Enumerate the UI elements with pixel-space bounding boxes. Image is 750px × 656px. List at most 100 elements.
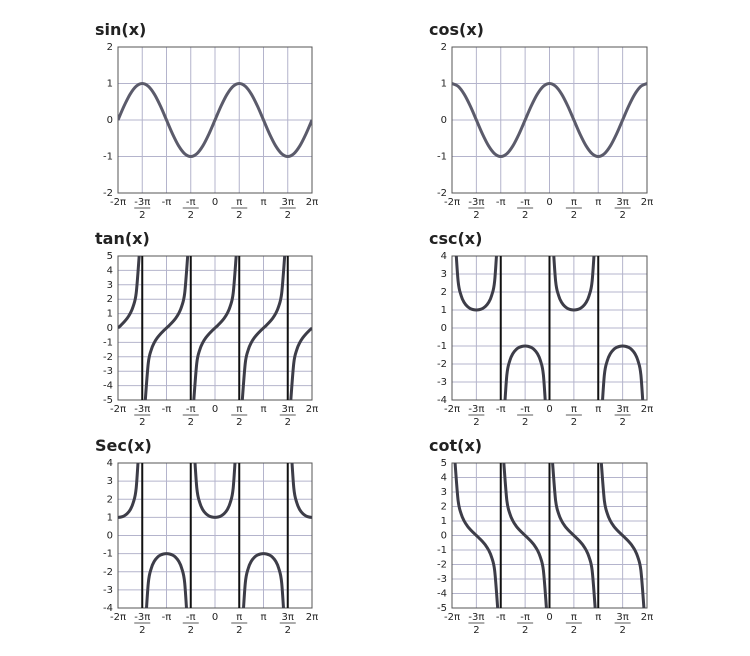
y-tick-label: -4	[437, 589, 447, 600]
y-tick-label: -2	[103, 352, 113, 363]
x-tick-label: 3π 2	[616, 404, 628, 428]
fraction-numerator: π	[571, 404, 577, 415]
y-tick-label: -1	[103, 337, 113, 348]
y-tick-label: -2	[437, 359, 447, 370]
y-tick-label: 5	[441, 458, 447, 469]
y-tick-label: 0	[441, 115, 447, 126]
x-tick-label: 2π	[306, 197, 318, 208]
fraction-denominator: 2	[139, 417, 145, 428]
x-tick-label: -3π 2	[134, 612, 150, 636]
fraction-denominator: 2	[473, 625, 479, 636]
x-tick-label: -2π	[444, 404, 460, 415]
x-tick-label: -π 2	[520, 197, 530, 221]
y-tick-label: 3	[107, 476, 113, 487]
fraction-numerator: π	[236, 404, 242, 415]
x-tick-label: -3π 2	[134, 404, 150, 428]
fraction-numerator: π	[571, 612, 577, 623]
x-tick-label: -2π	[444, 197, 460, 208]
fraction-denominator: 2	[619, 210, 625, 221]
fraction-numerator: π	[236, 197, 242, 208]
curve	[454, 256, 645, 400]
x-tick-label: 0	[212, 197, 218, 208]
fraction-denominator: 2	[522, 210, 528, 221]
x-tick-label: 0	[546, 404, 552, 415]
y-tick-label: -3	[437, 377, 447, 388]
y-tick-label: -4	[103, 603, 113, 614]
y-tick-label: -3	[103, 366, 113, 377]
x-tick-label: -2π	[110, 404, 126, 415]
y-tick-label: 0	[107, 115, 113, 126]
x-tick-label: -3π 2	[468, 612, 484, 636]
y-tick-label: -2	[103, 188, 113, 199]
fraction-numerator: -π	[186, 612, 196, 623]
x-tick-label: -π	[496, 612, 506, 623]
x-tick-label: -π 2	[520, 612, 530, 636]
fraction-denominator: 2	[522, 417, 528, 428]
curve	[118, 81, 312, 159]
y-tick-label: 1	[107, 309, 113, 320]
x-tick-label: 2π	[641, 404, 653, 415]
fraction-denominator: 2	[188, 210, 194, 221]
fraction-numerator: -3π	[468, 404, 484, 415]
x-tick-label: 0	[212, 404, 218, 415]
x-tick-label: 0	[546, 612, 552, 623]
x-tick-label: 2π	[306, 612, 318, 623]
y-tick-label: -1	[437, 152, 447, 163]
plot-frame	[451, 46, 648, 194]
chart-title: csc(x)	[429, 229, 482, 248]
fraction-denominator: 2	[236, 210, 242, 221]
fraction-numerator: 3π	[616, 612, 628, 623]
y-tick-label: 1	[441, 305, 447, 316]
y-tick-label: 2	[107, 494, 113, 505]
y-tick-label: -1	[437, 545, 447, 556]
x-tick-label: 3π 2	[616, 197, 628, 221]
fraction-numerator: 3π	[282, 612, 294, 623]
y-tick-label: 4	[441, 473, 447, 484]
y-tick-label: -2	[437, 560, 447, 571]
fraction-denominator: 2	[139, 210, 145, 221]
y-tick-label: -1	[103, 152, 113, 163]
x-tick-label: -π 2	[520, 404, 530, 428]
fraction-numerator: -3π	[134, 197, 150, 208]
fraction-numerator: -π	[520, 404, 530, 415]
chart-title: tan(x)	[95, 229, 150, 248]
x-tick-label: π	[260, 612, 266, 623]
fraction-denominator: 2	[619, 625, 625, 636]
y-tick-label: -1	[103, 549, 113, 560]
y-tick-label: 2	[107, 42, 113, 53]
fraction-numerator: -π	[186, 404, 196, 415]
x-tick-label: -2π	[444, 612, 460, 623]
x-tick-label: -2π	[110, 612, 126, 623]
y-tick-label: -3	[103, 585, 113, 596]
y-tick-label: 3	[107, 280, 113, 291]
y-tick-label: 0	[107, 323, 113, 334]
curve	[118, 463, 312, 608]
y-tick-label: 3	[441, 269, 447, 280]
fraction-numerator: -3π	[468, 612, 484, 623]
x-tick-label: -π	[496, 197, 506, 208]
fraction-denominator: 2	[619, 417, 625, 428]
x-tick-label: -3π 2	[468, 404, 484, 428]
x-tick-label: -π	[496, 404, 506, 415]
x-tick-label: π	[260, 197, 266, 208]
fraction-numerator: π	[571, 197, 577, 208]
fraction-denominator: 2	[139, 625, 145, 636]
y-tick-label: 0	[441, 323, 447, 334]
y-tick-label: 2	[441, 42, 447, 53]
x-tick-label: -π 2	[186, 612, 196, 636]
fraction-denominator: 2	[188, 625, 194, 636]
y-tick-label: 0	[441, 531, 447, 542]
y-tick-label: 4	[107, 265, 113, 276]
x-tick-label: -π 2	[186, 404, 196, 428]
fraction-denominator: 2	[285, 417, 291, 428]
fraction-numerator: -π	[186, 197, 196, 208]
x-tick-label: π	[595, 197, 601, 208]
x-tick-label: π	[595, 404, 601, 415]
